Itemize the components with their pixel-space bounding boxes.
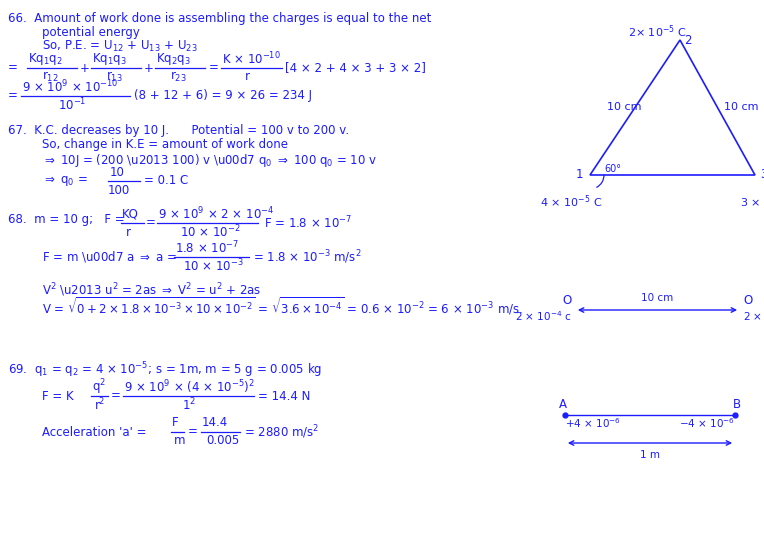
Text: 4 × 10$^{-5}$ C: 4 × 10$^{-5}$ C [540, 193, 602, 210]
Text: +4 × 10$^{-6}$: +4 × 10$^{-6}$ [565, 416, 621, 430]
Text: 3 × 10$^{-5}$ C: 3 × 10$^{-5}$ C [740, 193, 764, 210]
Text: 2 × 10$^{-4}$ c: 2 × 10$^{-4}$ c [743, 309, 764, 323]
Text: =: = [209, 62, 219, 75]
Text: 10: 10 [110, 166, 125, 178]
Text: 10$^{-1}$: 10$^{-1}$ [58, 97, 86, 113]
Text: 100: 100 [108, 183, 130, 196]
Text: [4 × 2 + 4 × 3 + 3 × 2]: [4 × 2 + 4 × 3 + 3 × 2] [285, 62, 426, 75]
Text: = 14.4 N: = 14.4 N [258, 390, 310, 403]
Text: 10 × 10$^{-3}$: 10 × 10$^{-3}$ [183, 257, 244, 274]
Text: F = K: F = K [42, 390, 73, 403]
Text: 9 × 10$^9$ × (4 × 10$^{-5}$)$^2$: 9 × 10$^9$ × (4 × 10$^{-5}$)$^2$ [124, 378, 255, 396]
Text: 2 × 10$^{-4}$ c: 2 × 10$^{-4}$ c [516, 309, 572, 323]
Text: V$^2$ \u2013 u$^2$ = 2as $\Rightarrow$ V$^2$ = u$^2$ + 2as: V$^2$ \u2013 u$^2$ = 2as $\Rightarrow$ V… [42, 281, 261, 299]
Text: F = 1.8 × 10$^{-7}$: F = 1.8 × 10$^{-7}$ [264, 215, 352, 231]
Text: = 1.8 × 10$^{-3}$ m/s$^2$: = 1.8 × 10$^{-3}$ m/s$^2$ [253, 248, 361, 266]
Text: = 2880 m/s$^2$: = 2880 m/s$^2$ [244, 423, 319, 441]
Text: =: = [146, 216, 156, 230]
Text: =: = [188, 425, 198, 439]
Text: potential energy: potential energy [42, 26, 140, 39]
Text: B: B [733, 399, 741, 411]
Text: 1: 1 [576, 168, 584, 181]
Text: +: + [144, 62, 154, 75]
Text: r$_{12}$: r$_{12}$ [42, 70, 59, 84]
Text: So, P.E. = U$_{12}$ + U$_{13}$ + U$_{23}$: So, P.E. = U$_{12}$ + U$_{13}$ + U$_{23}… [42, 39, 198, 54]
Text: (8 + 12 + 6) = 9 × 26 = 234 J: (8 + 12 + 6) = 9 × 26 = 234 J [134, 90, 312, 102]
Text: 1 m: 1 m [640, 450, 660, 460]
Text: Acceleration 'a' =: Acceleration 'a' = [42, 425, 147, 439]
Text: KQ: KQ [122, 207, 139, 221]
Text: +: + [80, 62, 90, 75]
Text: 1.8 × 10$^{-7}$: 1.8 × 10$^{-7}$ [175, 240, 239, 256]
Text: 0.005: 0.005 [206, 434, 239, 448]
Text: $-$4 × 10$^{-6}$: $-$4 × 10$^{-6}$ [679, 416, 735, 430]
Text: 9 × 10$^9$ × 2 × 10$^{-4}$: 9 × 10$^9$ × 2 × 10$^{-4}$ [158, 206, 274, 222]
Text: 10 cm: 10 cm [641, 293, 674, 303]
Text: 69.  q$_1$ = q$_2$ = 4 × 10$^{-5}$; s = 1m, m = 5 g = 0.005 kg: 69. q$_1$ = q$_2$ = 4 × 10$^{-5}$; s = 1… [8, 360, 322, 380]
Text: = 0.1 C: = 0.1 C [144, 175, 188, 187]
Text: 10 cm: 10 cm [607, 102, 642, 112]
Text: 9 × 10$^9$ × 10$^{-10}$: 9 × 10$^9$ × 10$^{-10}$ [22, 79, 118, 95]
Text: V = $\sqrt{0+2\times1.8\times10^{-3}\times10\times10^{-2}}$ = $\sqrt{3.6\times10: V = $\sqrt{0+2\times1.8\times10^{-3}\tim… [42, 295, 523, 317]
Text: Kq$_1$q$_2$: Kq$_1$q$_2$ [28, 51, 63, 67]
Text: r$^2$: r$^2$ [94, 396, 105, 413]
Text: Kq$_2$q$_3$: Kq$_2$q$_3$ [156, 51, 191, 67]
Text: $\Rightarrow$ 10J = (200 \u2013 100) v \u00d7 q$_0$ $\Rightarrow$ 100 q$_0$ = 10: $\Rightarrow$ 10J = (200 \u2013 100) v \… [42, 152, 377, 169]
Text: O: O [563, 294, 572, 306]
Text: 10 cm: 10 cm [724, 102, 758, 112]
Text: 2: 2 [684, 33, 691, 47]
Text: 14.4: 14.4 [202, 416, 228, 429]
Text: =: = [111, 390, 121, 403]
Text: 68.  m = 10 g;   F =: 68. m = 10 g; F = [8, 213, 125, 226]
Text: 3: 3 [760, 168, 764, 181]
Text: O: O [743, 294, 753, 306]
Text: r$_{13}$: r$_{13}$ [106, 70, 123, 84]
Text: 1$^2$: 1$^2$ [182, 396, 196, 413]
Text: So, change in K.E = amount of work done: So, change in K.E = amount of work done [42, 138, 288, 151]
Text: =: = [8, 62, 18, 75]
Text: F = m \u00d7 a $\Rightarrow$ a =: F = m \u00d7 a $\Rightarrow$ a = [42, 250, 177, 265]
Text: 60°: 60° [604, 164, 621, 174]
Text: 66.  Amount of work done is assembling the charges is equal to the net: 66. Amount of work done is assembling th… [8, 12, 432, 25]
Text: r: r [126, 226, 131, 239]
Text: r$_{23}$: r$_{23}$ [170, 70, 186, 84]
Text: m: m [174, 434, 186, 448]
Text: F: F [172, 416, 179, 429]
Text: $\Rightarrow$ q$_0$ =: $\Rightarrow$ q$_0$ = [42, 174, 88, 188]
Text: A: A [559, 399, 567, 411]
Text: K × 10$^{-10}$: K × 10$^{-10}$ [222, 51, 281, 67]
Text: =: = [8, 90, 18, 102]
Text: r: r [245, 71, 250, 83]
Text: Kq$_1$q$_3$: Kq$_1$q$_3$ [92, 51, 127, 67]
Text: q$^2$: q$^2$ [92, 377, 106, 397]
Text: 67.  K.C. decreases by 10 J.      Potential = 100 v to 200 v.: 67. K.C. decreases by 10 J. Potential = … [8, 124, 349, 137]
Text: 10 × 10$^{-2}$: 10 × 10$^{-2}$ [180, 224, 241, 240]
Text: 2× 10$^{-5}$ C: 2× 10$^{-5}$ C [628, 24, 687, 40]
